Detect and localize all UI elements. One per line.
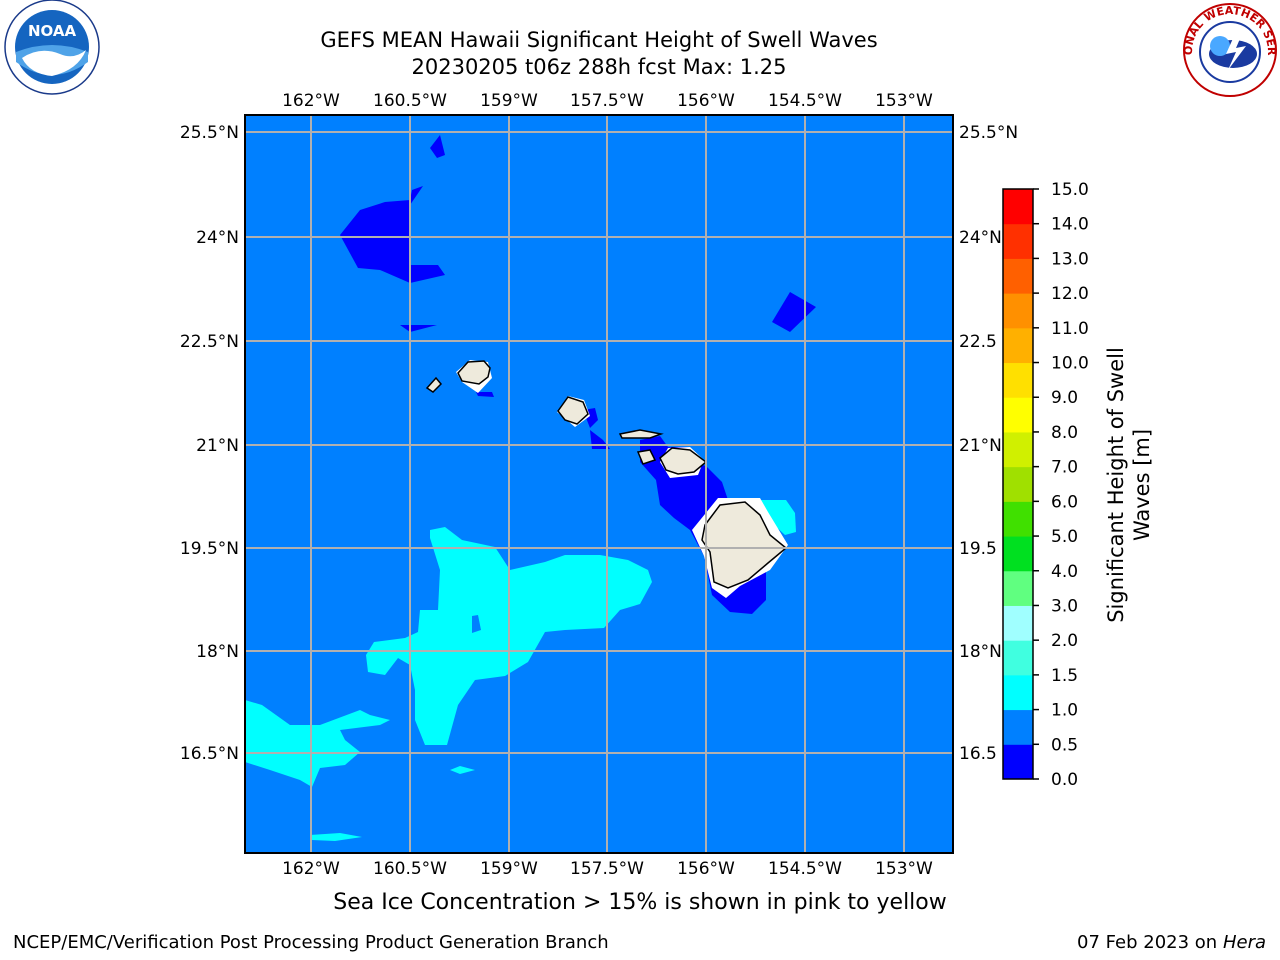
colorbar-segment	[1003, 223, 1033, 259]
nws-logo-icon: NATIONAL WEATHER SERVICE	[0, 0, 1278, 97]
colorbar-segment	[1003, 466, 1033, 502]
island-oahu	[557, 396, 589, 425]
colorbar-label-line1: Significant Height of Swell	[1104, 347, 1128, 623]
island-hawaii	[701, 501, 788, 589]
colorbar-tick-label: 8.0	[1051, 423, 1078, 443]
lon-ticks-top: 162°W 160.5°W 159°W 157.5°W 156°W 154.5°…	[282, 91, 933, 111]
lat-tick: 18°N	[959, 642, 1002, 662]
colorbar-tick-label: 15.0	[1051, 180, 1089, 200]
map-area	[244, 114, 954, 854]
lon-tick: 159°W	[480, 91, 538, 111]
lon-tick: 157.5°W	[570, 91, 644, 111]
colorbar-segment	[1003, 674, 1033, 711]
colorbar-tick-label: 10.0	[1051, 354, 1089, 374]
colorbar-tick-label: 12.0	[1051, 284, 1089, 304]
lon-tick: 162°W	[282, 859, 340, 879]
colorbar-segment	[1003, 640, 1033, 676]
colorbar-segment	[1003, 189, 1033, 225]
lon-tick: 154.5°W	[768, 91, 842, 111]
lon-tick: 159°W	[480, 859, 538, 879]
lat-tick: 25.5°N	[959, 123, 1018, 143]
colorbar-segment	[1003, 258, 1033, 294]
colorbar-tick-label: 0.0	[1051, 770, 1078, 790]
colorbar-segment	[1003, 570, 1033, 606]
nws-logo-text: NATIONAL WEATHER SERVICE	[0, 0, 1278, 56]
colorbar-label: Significant Height of Swell Waves [m]	[1104, 347, 1154, 623]
island-maui	[659, 447, 708, 475]
island-niihau	[425, 376, 443, 393]
colorbar-segment	[1003, 709, 1033, 745]
noaa-logo-text: NOAA	[28, 22, 77, 40]
island-kauai	[457, 360, 491, 385]
colorbar-tick-label: 13.0	[1051, 249, 1089, 269]
lat-tick: 21°N	[959, 436, 1002, 456]
footer-date-text: 07 Feb 2023 on	[1077, 932, 1218, 953]
colorbar-segment	[1003, 293, 1033, 329]
island-molokai	[618, 429, 664, 439]
lat-tick: 18°N	[196, 642, 239, 662]
footer-date: 07 Feb 2023 on Hera	[1077, 932, 1266, 953]
graticule	[245, 115, 953, 853]
lat-ticks-left: 25.5°N 24°N 22.5°N 21°N 19.5°N 18°N 16.5…	[180, 123, 239, 764]
colorbar-tick-label: 2.0	[1051, 631, 1078, 651]
lon-tick: 160.5°W	[373, 91, 447, 111]
colorbar-segment	[1003, 536, 1033, 572]
colorbar-tick-label: 5.0	[1051, 527, 1078, 547]
map-frame	[244, 114, 954, 854]
colorbar-segment	[1003, 397, 1033, 433]
colorbar-tick-label: 7.0	[1051, 458, 1078, 478]
lon-tick: 156°W	[677, 859, 735, 879]
lon-tick: 156°W	[677, 91, 735, 111]
lat-tick: 24°N	[959, 228, 1002, 248]
sea-ice-note: Sea Ice Concentration > 15% is shown in …	[333, 890, 947, 915]
colorbar-ticks: 0.0 0.5 1.0 1.5 2.0 3.0 4.0 5.0 6.0 7.0 8.0 9.0 10.0…	[1033, 180, 1089, 790]
footer-machine: Hera	[1222, 932, 1266, 953]
lat-tick: 22.5	[959, 332, 997, 352]
lat-tick: 24°N	[196, 228, 239, 248]
colorbar-tick-label: 0.5	[1051, 735, 1078, 755]
colorbar-tick-label: 4.0	[1051, 562, 1078, 582]
lon-tick: 162°W	[282, 91, 340, 111]
colorbar-frame	[1002, 188, 1034, 780]
footer-credit: NCEP/EMC/Verification Post Processing Pr…	[13, 932, 609, 953]
chart-title: GEFS MEAN Hawaii Significant Height of S…	[320, 28, 878, 52]
lat-tick: 16.5°N	[180, 744, 239, 764]
lat-tick: 19.5	[959, 539, 997, 559]
colorbar-tick-label: 6.0	[1051, 492, 1078, 512]
island-lanai	[636, 449, 657, 465]
colorbar-tick-label: 14.0	[1051, 215, 1089, 235]
colorbar-segment	[1003, 431, 1033, 468]
colorbar-segment	[1003, 327, 1033, 364]
colorbar-segment	[1003, 501, 1033, 537]
lat-tick: 25.5°N	[180, 123, 239, 143]
colorbar	[1003, 189, 1033, 780]
colorbar-segment	[1003, 605, 1033, 641]
lat-tick: 16.5	[959, 744, 997, 764]
chart-subtitle: 20230205 t06z 288h fcst Max: 1.25	[411, 55, 787, 79]
colorbar-label-line2: Waves [m]	[1130, 429, 1154, 541]
islands	[425, 360, 788, 589]
colorbar-tick-label: 1.0	[1051, 701, 1078, 721]
colorbar-tick-label: 11.0	[1051, 319, 1089, 339]
noaa-logo-icon: NOAA	[4, 0, 100, 95]
lon-tick: 157.5°W	[570, 859, 644, 879]
lon-tick: 153°W	[875, 859, 933, 879]
lat-ticks-right: 25.5°N 24°N 22.5 21°N 19.5 18°N 16.5	[959, 123, 1018, 764]
colorbar-segment	[1003, 744, 1033, 780]
colorbar-tick-label: 1.5	[1051, 666, 1078, 686]
colorbar-tick-label: 9.0	[1051, 388, 1078, 408]
lon-tick: 160.5°W	[373, 859, 447, 879]
lat-tick: 22.5°N	[180, 332, 239, 352]
lon-tick: 153°W	[875, 91, 933, 111]
colorbar-tick-label: 3.0	[1051, 596, 1078, 616]
lon-ticks-bottom: 162°W 160.5°W 159°W 157.5°W 156°W 154.5°…	[282, 859, 933, 879]
colorbar-segment	[1003, 362, 1033, 398]
lat-tick: 21°N	[196, 436, 239, 456]
lat-tick: 19.5°N	[180, 539, 239, 559]
lon-tick: 154.5°W	[768, 859, 842, 879]
